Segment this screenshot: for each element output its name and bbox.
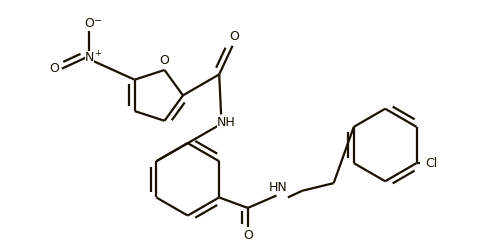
Text: O: O [160, 54, 169, 67]
Text: NH: NH [217, 116, 235, 129]
Text: O: O [49, 62, 59, 75]
Text: O: O [243, 229, 253, 241]
Text: O: O [229, 30, 240, 43]
Text: Cl: Cl [426, 157, 438, 170]
Text: −: − [94, 16, 102, 26]
Text: O: O [84, 17, 94, 30]
Text: +: + [94, 49, 101, 58]
Text: N: N [85, 51, 94, 64]
Text: HN: HN [269, 181, 288, 194]
